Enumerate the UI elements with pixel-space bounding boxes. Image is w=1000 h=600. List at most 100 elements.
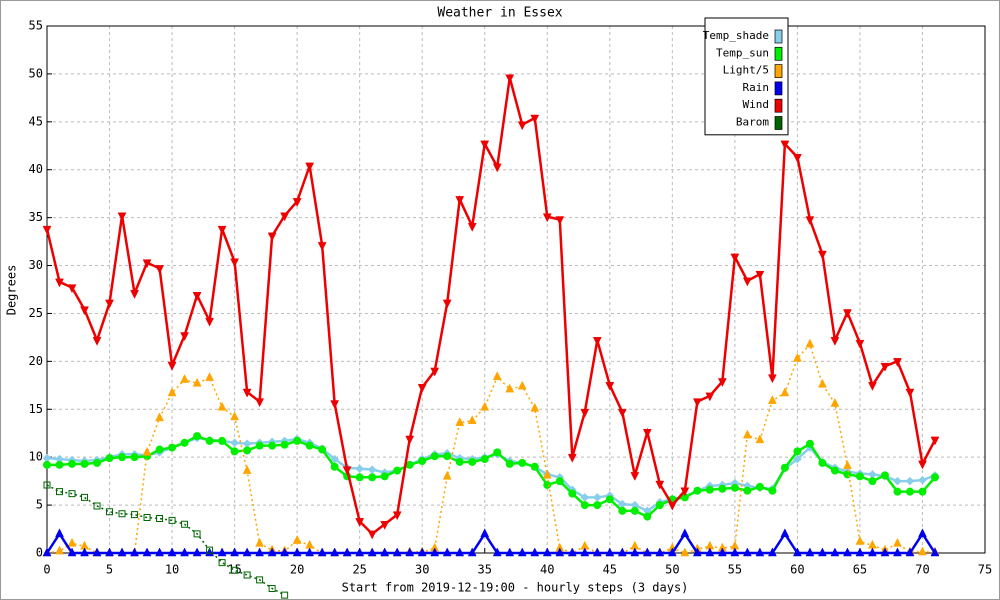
marker xyxy=(467,547,477,557)
marker xyxy=(893,547,902,557)
marker xyxy=(143,514,151,522)
marker xyxy=(555,216,565,226)
marker xyxy=(755,270,765,280)
marker xyxy=(880,362,890,372)
marker xyxy=(281,591,289,599)
marker xyxy=(593,501,602,510)
marker xyxy=(243,571,251,579)
marker xyxy=(742,277,752,287)
marker xyxy=(392,547,402,557)
marker xyxy=(92,337,102,346)
x-tick-label: 70 xyxy=(915,563,929,577)
marker xyxy=(217,225,227,235)
marker xyxy=(268,441,277,450)
marker xyxy=(692,398,702,408)
marker xyxy=(680,528,690,538)
marker xyxy=(267,232,277,242)
marker xyxy=(555,547,565,557)
legend-swatch xyxy=(774,29,783,44)
x-tick-label: 75 xyxy=(978,563,992,577)
marker xyxy=(192,377,202,387)
marker xyxy=(442,547,452,557)
marker xyxy=(93,458,102,467)
marker xyxy=(380,547,390,557)
marker xyxy=(117,547,127,557)
marker xyxy=(80,306,89,316)
marker xyxy=(880,547,890,557)
marker xyxy=(505,383,515,393)
marker xyxy=(792,154,802,163)
marker xyxy=(855,535,865,545)
marker xyxy=(480,401,490,411)
marker xyxy=(255,537,265,547)
marker xyxy=(255,547,265,557)
marker xyxy=(755,482,764,491)
marker xyxy=(617,408,627,418)
marker xyxy=(230,547,240,557)
marker xyxy=(293,436,302,445)
marker xyxy=(80,547,89,557)
marker xyxy=(930,473,939,482)
marker xyxy=(818,378,827,388)
marker xyxy=(468,457,477,466)
marker xyxy=(405,547,415,557)
marker xyxy=(142,547,152,557)
marker xyxy=(217,401,227,411)
marker xyxy=(467,415,477,425)
marker xyxy=(743,486,752,495)
x-tick-label: 30 xyxy=(415,563,429,577)
marker xyxy=(155,265,164,274)
marker xyxy=(530,547,540,557)
marker xyxy=(256,576,264,584)
marker xyxy=(267,547,277,557)
marker xyxy=(55,278,64,288)
marker xyxy=(830,337,840,346)
marker xyxy=(818,547,827,557)
marker xyxy=(205,547,214,557)
marker xyxy=(67,284,77,294)
marker xyxy=(793,447,802,456)
marker xyxy=(55,528,64,538)
marker xyxy=(317,547,327,557)
marker xyxy=(605,495,614,504)
y-tick-label: 40 xyxy=(29,162,43,176)
x-tick-label: 0 xyxy=(43,563,50,577)
marker xyxy=(180,332,189,342)
marker xyxy=(667,501,677,511)
marker xyxy=(905,487,914,496)
marker xyxy=(918,475,927,485)
marker xyxy=(767,547,777,557)
marker xyxy=(230,447,239,456)
marker xyxy=(455,457,464,466)
marker xyxy=(305,547,315,557)
marker xyxy=(142,446,152,456)
marker xyxy=(780,463,789,472)
marker xyxy=(893,487,902,496)
marker xyxy=(493,448,502,457)
marker xyxy=(642,429,652,438)
marker xyxy=(742,547,752,557)
marker xyxy=(443,452,452,461)
x-axis-label: Start from 2019-12-19:00 - hourly steps … xyxy=(342,581,689,595)
marker xyxy=(530,402,540,412)
marker xyxy=(442,470,452,480)
marker xyxy=(855,472,864,481)
marker xyxy=(580,547,590,557)
marker xyxy=(180,547,189,557)
marker xyxy=(105,547,114,557)
marker xyxy=(667,547,677,557)
marker xyxy=(55,545,64,555)
marker xyxy=(205,372,214,381)
y-tick-label: 30 xyxy=(29,258,43,272)
chart-title: Weather in Essex xyxy=(437,6,562,21)
marker xyxy=(792,352,802,362)
marker xyxy=(255,441,264,450)
marker xyxy=(843,470,852,479)
marker xyxy=(655,480,665,490)
marker xyxy=(43,460,51,469)
marker xyxy=(742,429,752,439)
marker xyxy=(218,436,227,445)
marker xyxy=(118,453,127,462)
marker xyxy=(180,438,189,447)
marker xyxy=(467,223,477,232)
